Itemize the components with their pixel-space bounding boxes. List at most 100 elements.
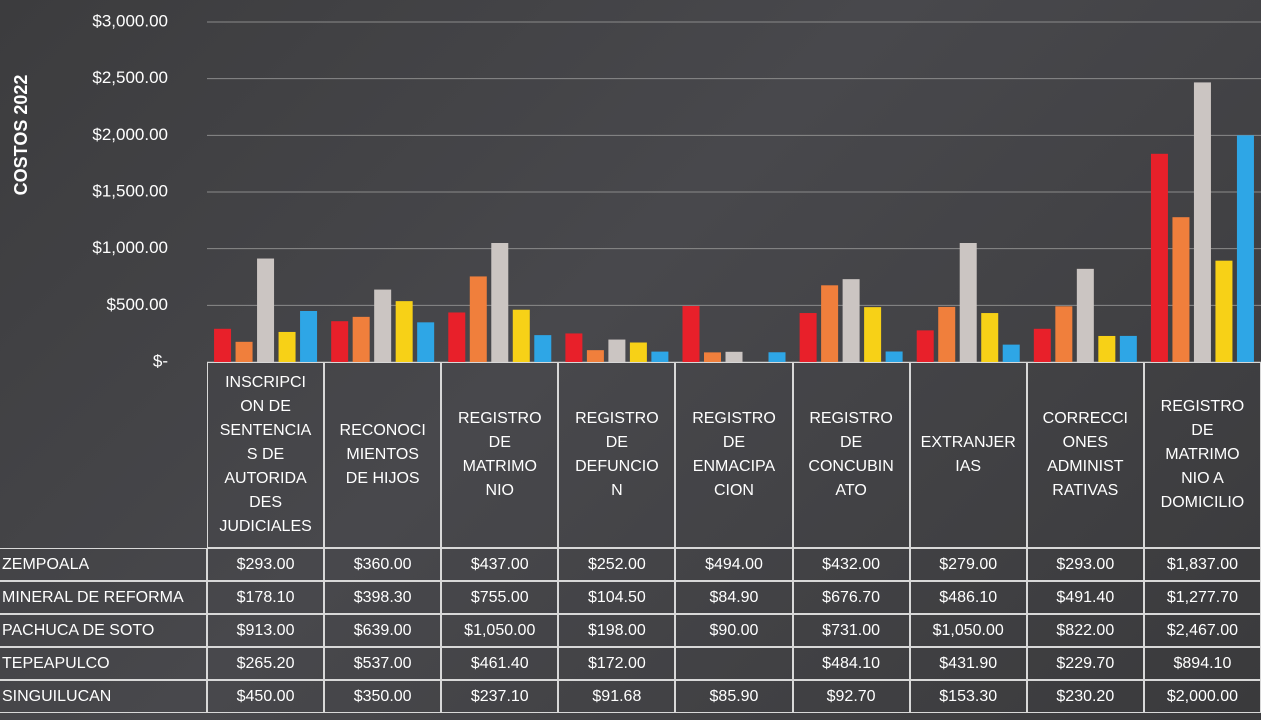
bar <box>981 313 999 362</box>
bar <box>300 311 318 362</box>
bar <box>608 339 626 362</box>
bar <box>331 321 349 362</box>
data-table-value: $1,837.00 <box>1143 548 1261 581</box>
data-table-value: $894.10 <box>1143 647 1261 680</box>
bar <box>235 341 253 362</box>
data-table-value: $486.10 <box>909 581 1027 614</box>
legend-entry: MINERAL DE REFORMA <box>0 581 207 614</box>
data-table-value: $293.00 <box>1026 548 1144 581</box>
bar <box>1076 268 1094 362</box>
y-tick-label: $1,000.00 <box>92 238 168 257</box>
data-table-value: $639.00 <box>324 614 442 647</box>
y-tick-label: $1,500.00 <box>92 181 168 200</box>
data-table-value: $431.90 <box>909 647 1027 680</box>
bar <box>469 276 487 362</box>
data-table-value: $437.00 <box>441 548 559 581</box>
bar <box>1150 153 1168 362</box>
data-table-value: $1,277.70 <box>1143 581 1261 614</box>
y-axis-label: COSTOS 2022 <box>11 75 31 196</box>
data-table-value: $1,050.00 <box>441 614 559 647</box>
data-table-value: $237.10 <box>441 680 559 713</box>
legend-entry: TEPEAPULCO <box>0 647 207 680</box>
bar <box>864 307 882 362</box>
data-table-value: $92.70 <box>792 680 910 713</box>
bar <box>651 351 669 362</box>
y-tick-label: $2,000.00 <box>92 125 168 144</box>
data-table-value: $1,050.00 <box>909 614 1027 647</box>
data-table-value: $178.10 <box>207 581 325 614</box>
bar <box>768 352 786 362</box>
category-label: REGISTRO DE CONCUBIN ATO <box>792 362 910 548</box>
data-table-value: $755.00 <box>441 581 559 614</box>
bar <box>534 335 552 362</box>
y-tick-label: $500.00 <box>107 295 168 314</box>
data-table-value: $230.20 <box>1026 680 1144 713</box>
y-tick-label: $3,000.00 <box>92 11 168 30</box>
data-table-value: $279.00 <box>909 548 1027 581</box>
data-table-value: $198.00 <box>558 614 676 647</box>
data-table-value: $494.00 <box>675 548 793 581</box>
legend-entry: PACHUCA DE SOTO <box>0 614 207 647</box>
bar <box>629 342 647 362</box>
bar <box>417 322 435 362</box>
bar <box>916 330 934 362</box>
bar <box>1193 82 1211 362</box>
bar <box>491 243 509 362</box>
legend-entry: ZEMPOALA <box>0 548 207 581</box>
bar <box>1098 335 1116 362</box>
bar <box>1172 217 1190 362</box>
bar <box>448 312 466 362</box>
bar <box>1119 335 1137 362</box>
data-table-value: $450.00 <box>207 680 325 713</box>
data-table-value: $2,467.00 <box>1143 614 1261 647</box>
bar <box>704 352 721 362</box>
data-table-value: $265.20 <box>207 647 325 680</box>
data-table-value: $491.40 <box>1026 581 1144 614</box>
category-label: CORRECCI ONES ADMINIST RATIVAS <box>1026 362 1144 548</box>
y-tick-label: $- <box>153 351 168 370</box>
category-label: RECONOCI MIENTOS DE HIJOS <box>324 362 442 548</box>
bar <box>565 333 583 362</box>
data-table-value: $172.00 <box>558 647 676 680</box>
data-table-value: $461.40 <box>441 647 559 680</box>
bar <box>374 289 392 362</box>
data-table-value: $432.00 <box>792 548 910 581</box>
data-table-value: $676.70 <box>792 581 910 614</box>
y-tick-label: $2,500.00 <box>92 68 168 87</box>
data-table-value: $252.00 <box>558 548 676 581</box>
data-table-value: $85.90 <box>675 680 793 713</box>
bar <box>959 243 977 362</box>
category-label: REGISTRO DE DEFUNCIO N <box>558 362 676 548</box>
bar <box>821 285 839 362</box>
data-table-value: $153.30 <box>909 680 1027 713</box>
data-table-value: $104.50 <box>558 581 676 614</box>
data-table-value: $2,000.00 <box>1143 680 1261 713</box>
bar <box>1055 306 1073 362</box>
bar <box>725 351 743 362</box>
category-label: REGISTRO DE MATRIMO NIO A DOMICILIO <box>1143 362 1261 548</box>
bar <box>1033 328 1051 362</box>
data-table-value: $293.00 <box>207 548 325 581</box>
data-table-value: $229.70 <box>1026 647 1144 680</box>
data-table-value: $90.00 <box>675 614 793 647</box>
bar <box>257 258 275 362</box>
bar <box>278 331 296 362</box>
category-label: REGISTRO DE ENMACIPA CION <box>675 362 793 548</box>
bar <box>1236 135 1254 362</box>
category-label: EXTRANJER IAS <box>909 362 1027 548</box>
data-table-value: $91.68 <box>558 680 676 713</box>
bar <box>352 316 370 362</box>
data-table-value: $360.00 <box>324 548 442 581</box>
bar <box>842 279 860 362</box>
category-label: REGISTRO DE MATRIMO NIO <box>441 362 559 548</box>
bar <box>1002 344 1020 362</box>
data-table-value <box>675 647 793 680</box>
bar <box>395 301 413 362</box>
data-table-value: $484.10 <box>792 647 910 680</box>
bar <box>1215 260 1233 362</box>
category-label: INSCRIPCI ON DE SENTENCIA S DE AUTORIDA … <box>207 362 325 548</box>
data-table-value: $537.00 <box>324 647 442 680</box>
bar <box>512 309 530 362</box>
